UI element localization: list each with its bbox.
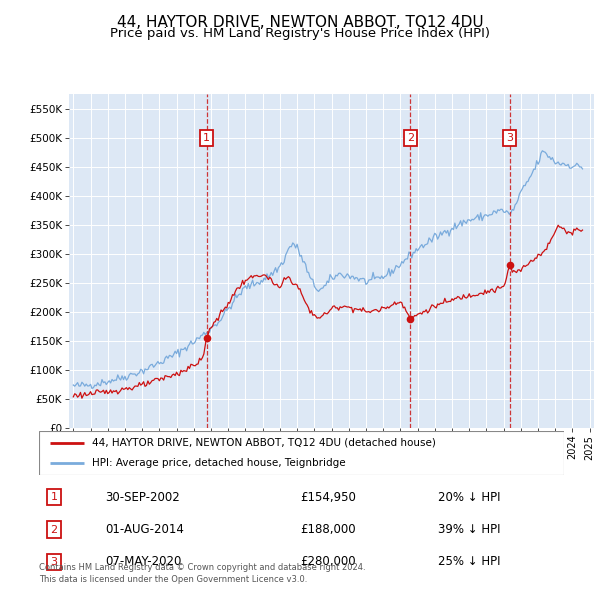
Text: 44, HAYTOR DRIVE, NEWTON ABBOT, TQ12 4DU: 44, HAYTOR DRIVE, NEWTON ABBOT, TQ12 4DU: [116, 15, 484, 30]
Text: 20% ↓ HPI: 20% ↓ HPI: [438, 490, 500, 504]
Text: 3: 3: [506, 133, 513, 143]
Text: 25% ↓ HPI: 25% ↓ HPI: [438, 555, 500, 569]
Text: 1: 1: [203, 133, 210, 143]
Text: 07-MAY-2020: 07-MAY-2020: [105, 555, 181, 569]
Text: 30-SEP-2002: 30-SEP-2002: [105, 490, 180, 504]
Text: 2: 2: [407, 133, 414, 143]
Text: £154,950: £154,950: [300, 490, 356, 504]
Text: £188,000: £188,000: [300, 523, 356, 536]
Text: 44, HAYTOR DRIVE, NEWTON ABBOT, TQ12 4DU (detached house): 44, HAYTOR DRIVE, NEWTON ABBOT, TQ12 4DU…: [91, 438, 436, 448]
Text: Price paid vs. HM Land Registry's House Price Index (HPI): Price paid vs. HM Land Registry's House …: [110, 27, 490, 40]
Text: 01-AUG-2014: 01-AUG-2014: [105, 523, 184, 536]
Text: HPI: Average price, detached house, Teignbridge: HPI: Average price, detached house, Teig…: [91, 458, 345, 468]
Text: 2: 2: [50, 525, 58, 535]
Text: 3: 3: [50, 557, 58, 567]
Text: 39% ↓ HPI: 39% ↓ HPI: [438, 523, 500, 536]
FancyBboxPatch shape: [39, 431, 564, 475]
Text: £280,000: £280,000: [300, 555, 356, 569]
Text: Contains HM Land Registry data © Crown copyright and database right 2024.
This d: Contains HM Land Registry data © Crown c…: [39, 563, 365, 584]
Text: 1: 1: [50, 492, 58, 502]
